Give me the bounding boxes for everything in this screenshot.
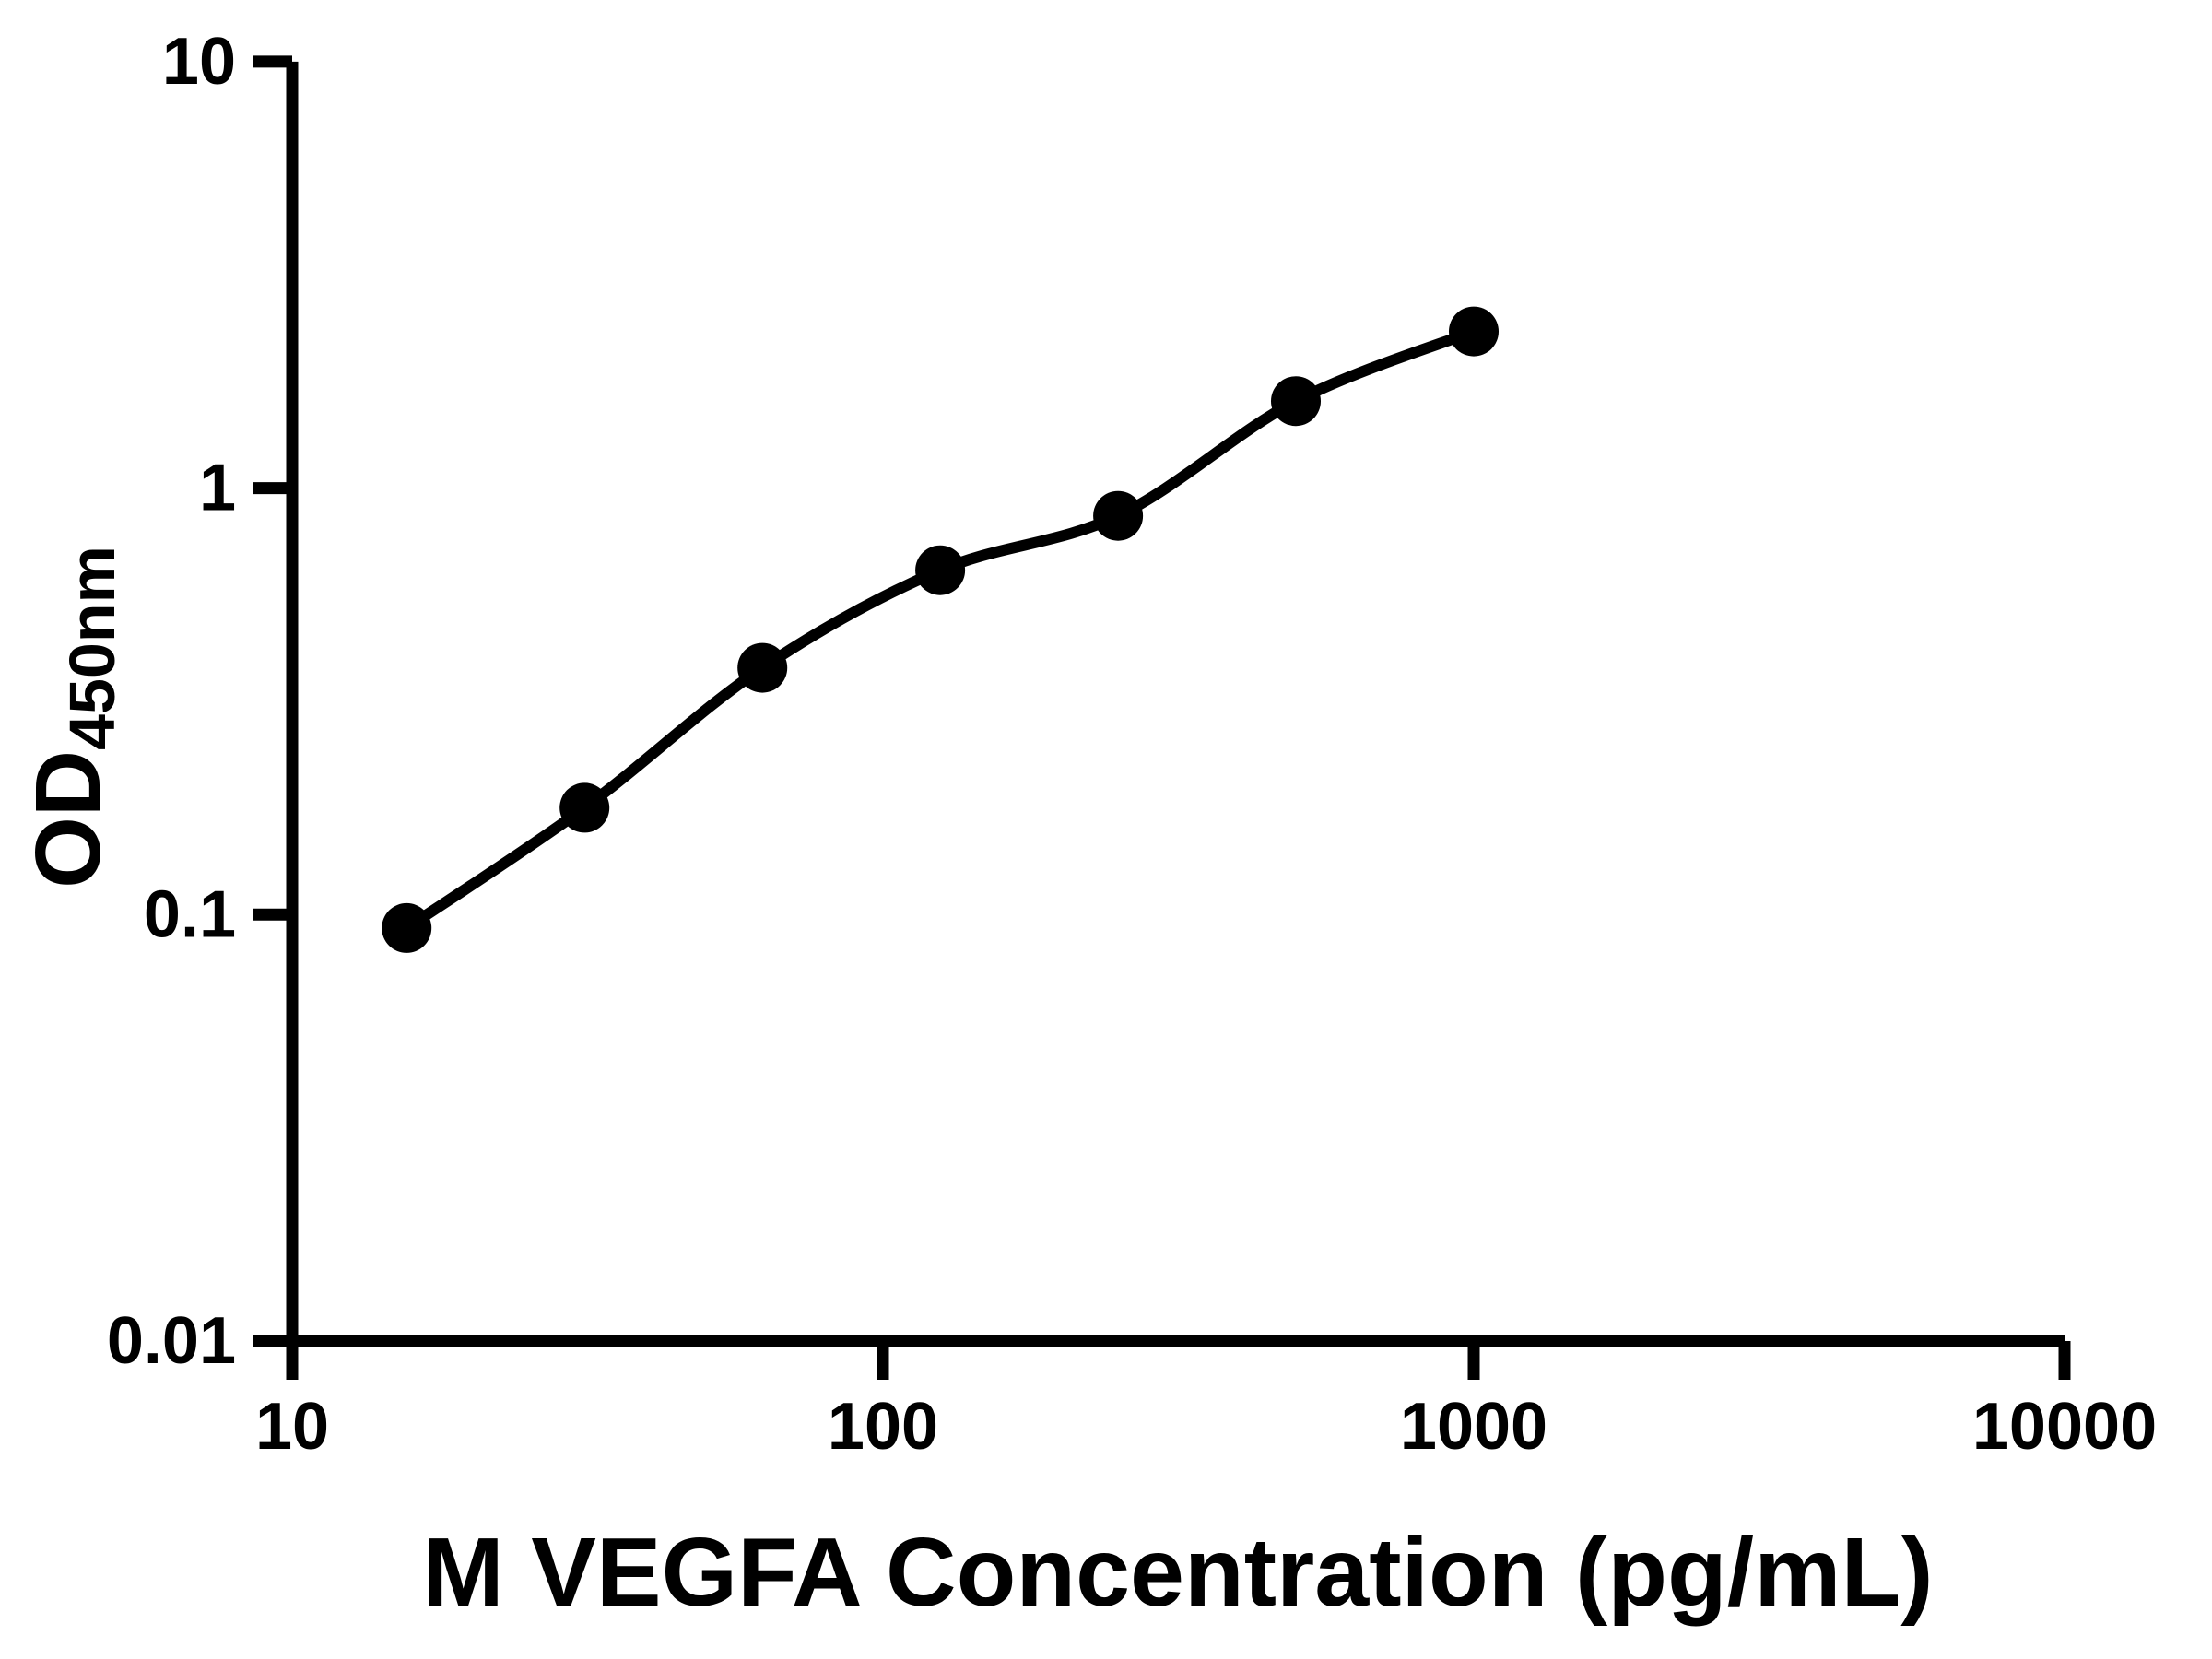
fit-curve bbox=[403, 326, 1477, 933]
y-tick-label: 1 bbox=[199, 452, 236, 525]
data-point bbox=[737, 642, 788, 693]
x-tick-label: 100 bbox=[828, 1390, 938, 1464]
data-point bbox=[382, 902, 432, 953]
y-tick-label: 0.01 bbox=[107, 1304, 236, 1378]
series bbox=[382, 306, 1499, 953]
x-tick-label: 10 bbox=[255, 1390, 329, 1464]
y-axis-title: OD450nm bbox=[17, 546, 128, 888]
data-point bbox=[915, 545, 966, 595]
y-axis-title-sub: 450nm bbox=[56, 546, 128, 750]
x-tick-label: 10000 bbox=[1972, 1390, 2157, 1464]
axis-labels: M VEGFA Concentration (pg/mL) OD450nm bbox=[17, 546, 1934, 1627]
y-tick-label: 10 bbox=[162, 25, 236, 99]
data-point bbox=[1271, 376, 1321, 427]
y-axis-title-main: OD bbox=[17, 750, 120, 888]
x-tick-label: 1000 bbox=[1400, 1390, 1547, 1464]
x-axis-title: M VEGFA Concentration (pg/mL) bbox=[422, 1518, 1933, 1627]
data-point bbox=[559, 782, 610, 833]
data-point bbox=[1449, 306, 1499, 357]
axes: 0.01 0.1 1 10 10 100 1000 10000 bbox=[107, 25, 2157, 1464]
y-tick-label: 0.1 bbox=[144, 877, 236, 951]
data-point bbox=[1093, 490, 1144, 541]
